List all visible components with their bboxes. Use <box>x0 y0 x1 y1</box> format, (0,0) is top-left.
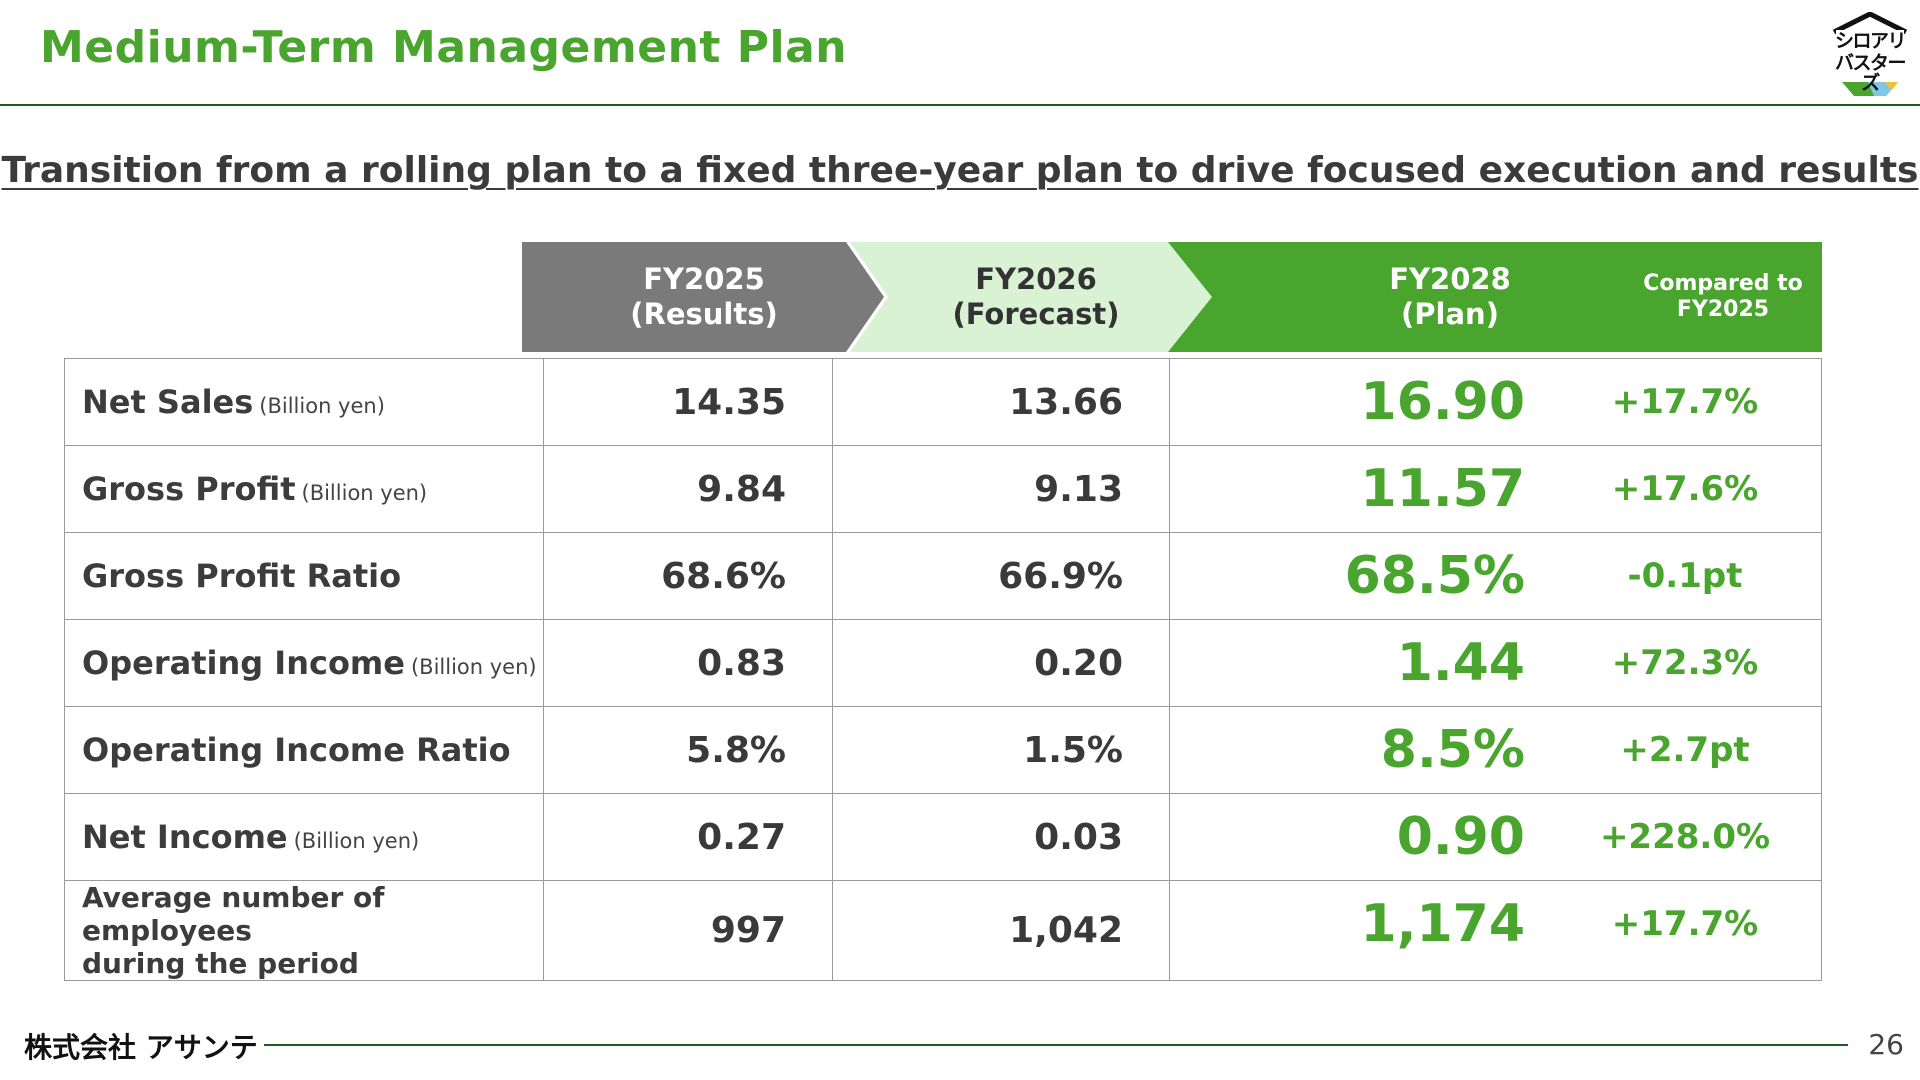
fy2028-cell: 68.5% -0.1pt <box>1169 532 1822 620</box>
header-fy2026-year: FY2026 <box>975 262 1097 296</box>
house-logo-icon <box>1832 12 1908 96</box>
compare-value: +17.7% <box>1611 904 1759 944</box>
fy2028-cell: 0.90 +228.0% <box>1169 793 1822 881</box>
row-label: Net Sales (Billion yen) <box>64 358 544 446</box>
table-row: Gross Profit (Billion yen) 9.84 9.13 11.5… <box>64 445 1822 533</box>
compare-value: +228.0% <box>1599 817 1771 857</box>
fy2028-value: 68.5% <box>1344 546 1525 606</box>
fy2025-value: 0.27 <box>543 793 833 881</box>
fy2026-value: 13.66 <box>832 358 1170 446</box>
header-fy2028-sub: (Plan) <box>1401 297 1499 331</box>
table-row: Operating Income Ratio 5.8% 1.5% 8.5% +2.… <box>64 706 1822 794</box>
fy2028-value: 0.90 <box>1396 807 1525 867</box>
fy2028-cell: 1,174 +17.7% <box>1169 880 1822 981</box>
row-label: Operating Income (Billion yen) <box>64 619 544 707</box>
header-fy2025: FY2025 (Results) <box>522 242 886 352</box>
header-compare-line2: FY2025 <box>1676 297 1770 322</box>
compare-value: +72.3% <box>1611 643 1759 683</box>
slide-title: Medium-Term Management Plan <box>40 22 848 73</box>
table-row: Average number of employees during the pe… <box>64 880 1822 981</box>
fy2026-value: 9.13 <box>832 445 1170 533</box>
header-fy2025-year: FY2025 <box>643 262 765 296</box>
footer-divider <box>264 1044 1848 1046</box>
header-fy2026-sub: (Forecast) <box>952 297 1120 331</box>
fy2026-value: 1,042 <box>832 880 1170 981</box>
footer-company-name: 株式会社 アサンテ <box>24 1031 258 1064</box>
slide-subtitle: Transition from a rolling plan to a fixe… <box>1 150 1919 191</box>
row-label: Gross Profit Ratio <box>64 532 544 620</box>
row-label: Operating Income Ratio <box>64 706 544 794</box>
fy2025-value: 68.6% <box>543 532 833 620</box>
fy2026-value: 0.03 <box>832 793 1170 881</box>
fy2025-value: 14.35 <box>543 358 833 446</box>
fy2025-value: 9.84 <box>543 445 833 533</box>
logo-text-line2: バスターズ <box>1834 52 1907 94</box>
plan-table: Net Sales (Billion yen) 14.35 13.66 16.90… <box>64 358 1822 981</box>
logo-text-line1: シロアリ <box>1834 30 1907 52</box>
table-row: Operating Income (Billion yen) 0.83 0.20 … <box>64 619 1822 707</box>
fy2028-cell: 8.5% +2.7pt <box>1169 706 1822 794</box>
row-label: Gross Profit (Billion yen) <box>64 445 544 533</box>
fy2028-cell: 11.57 +17.6% <box>1169 445 1822 533</box>
fy2028-cell: 16.90 +17.7% <box>1169 358 1822 446</box>
fy2028-cell: 1.44 +72.3% <box>1169 619 1822 707</box>
header-fy2026-arrow <box>850 242 1216 352</box>
fy2028-value: 16.90 <box>1360 372 1525 432</box>
fy2025-value: 0.83 <box>543 619 833 707</box>
header-fy2028-arrow <box>1168 242 1822 352</box>
row-label: Net Income (Billion yen) <box>64 793 544 881</box>
fy2025-value: 997 <box>543 880 833 981</box>
header-fy2026: FY2026 (Forecast) <box>850 242 1222 352</box>
company-logo: シロアリ バスターズ <box>1828 12 1912 100</box>
fy2025-value: 5.8% <box>543 706 833 794</box>
page-number: 26 <box>1868 1028 1904 1061</box>
compare-value: -0.1pt <box>1627 556 1743 596</box>
fy2028-value: 11.57 <box>1360 459 1525 519</box>
fy2026-value: 0.20 <box>832 619 1170 707</box>
fy2026-value: 66.9% <box>832 532 1170 620</box>
table-row: Gross Profit Ratio 68.6% 66.9% 68.5% -0.1… <box>64 532 1822 620</box>
header-compare-line1: Compared to <box>1643 271 1803 296</box>
title-divider <box>0 104 1920 106</box>
table-row: Net Income (Billion yen) 0.27 0.03 0.90 +2… <box>64 793 1822 881</box>
header-fy2025-arrow <box>522 242 884 352</box>
header-fy2025-sub: (Results) <box>630 297 778 331</box>
row-label: Average number of employees during the pe… <box>64 880 544 981</box>
fy2028-value: 8.5% <box>1380 720 1525 780</box>
fy2026-value: 1.5% <box>832 706 1170 794</box>
header-fy2028-year: FY2028 <box>1389 262 1511 296</box>
compare-value: +17.7% <box>1611 382 1759 422</box>
compare-value: +2.7pt <box>1620 730 1750 770</box>
fy2028-value: 1.44 <box>1396 633 1525 693</box>
fy2028-value: 1,174 <box>1360 894 1525 954</box>
compare-value: +17.6% <box>1611 469 1759 509</box>
header-fy2028: FY2028 (Plan) Compared to FY2025 <box>1168 242 1822 352</box>
table-row: Net Sales (Billion yen) 14.35 13.66 16.90… <box>64 358 1822 446</box>
